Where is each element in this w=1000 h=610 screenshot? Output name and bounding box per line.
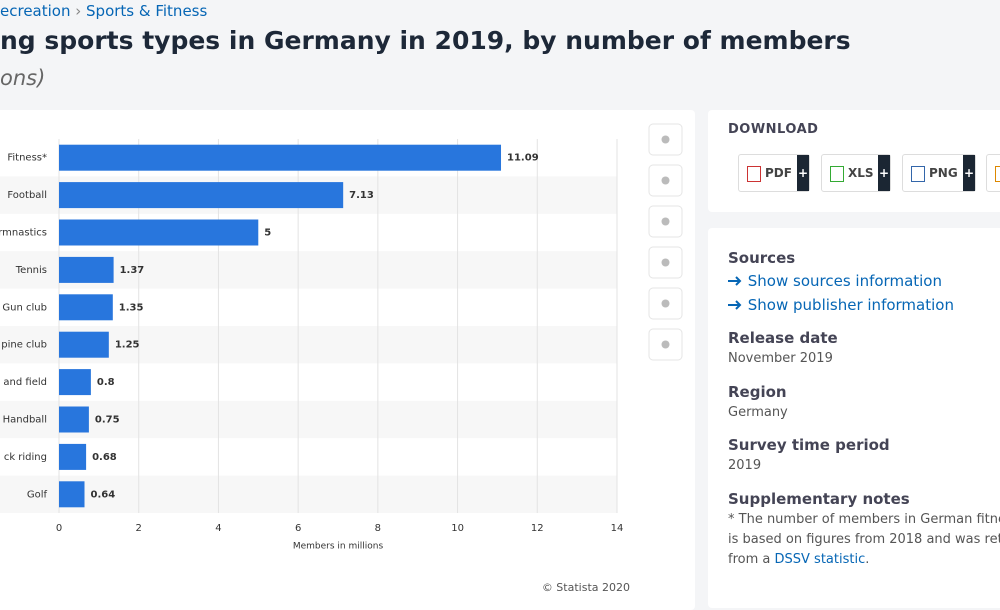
notes-line: * The number of members in German fitnes… — [728, 512, 1000, 527]
details-card: Sources Show sources information Show pu… — [708, 228, 1000, 608]
breadcrumb-current[interactable]: Sports & Fitness — [86, 2, 208, 20]
arrow — [728, 300, 742, 310]
value-label: 1.35 — [119, 302, 144, 313]
value-label: 0.68 — [92, 452, 117, 463]
y-tick-label: Handball — [3, 415, 47, 426]
arrow — [728, 276, 742, 286]
bar — [59, 331, 109, 358]
subtitle: ons) — [0, 66, 46, 90]
value-label: 1.37 — [120, 265, 145, 276]
notes-line: from a DSSV statistic. — [728, 552, 869, 567]
icon — [661, 299, 670, 308]
sources-link[interactable]: Show sources information — [728, 272, 942, 290]
value-label: 1.25 — [115, 340, 140, 351]
y-tick-label: Football — [7, 190, 47, 201]
icon — [747, 166, 761, 182]
bar — [59, 182, 344, 209]
value-label: 5 — [264, 228, 271, 239]
png-button[interactable]: PNG + — [902, 154, 976, 192]
icon — [661, 340, 670, 349]
bar — [59, 481, 85, 508]
region-value: Germany — [728, 405, 788, 420]
bar — [59, 406, 89, 433]
y-tick-label: Golf — [27, 489, 48, 500]
notes-text: . — [865, 552, 870, 567]
credit[interactable]: © Statista 2020 — [542, 581, 630, 594]
link-text: Show sources information — [747, 272, 942, 290]
y-tick-label: Fitness* — [7, 153, 47, 164]
link-text: Show publisher information — [747, 296, 954, 314]
value-label: 7.13 — [349, 190, 374, 201]
value-label: 0.75 — [95, 415, 120, 426]
x-tick-label: 12 — [531, 523, 544, 534]
notes-text: from a — [728, 552, 771, 567]
release-title: Release date — [728, 329, 838, 347]
bar — [59, 443, 87, 470]
bar — [59, 294, 113, 321]
toolbar — [648, 123, 683, 361]
x-tick-label: 8 — [375, 523, 381, 534]
title: ng sports types in Germany in 2019, by n… — [0, 26, 851, 55]
value-label: 0.64 — [91, 489, 116, 500]
y-tick-label: ck riding — [4, 452, 47, 463]
value-label: 0.8 — [97, 377, 115, 388]
release-value: November 2019 — [728, 351, 833, 366]
region-title: Region — [728, 383, 787, 401]
plus: + — [963, 155, 975, 191]
download-title: DOWNLOAD — [728, 122, 819, 137]
y-tick-label: and field — [3, 377, 47, 388]
period-value: 2019 — [728, 458, 762, 473]
x-tick-label: 4 — [215, 523, 221, 534]
notes-link[interactable]: DSSV statistic — [774, 552, 866, 567]
x-tick-label: 0 — [56, 523, 62, 534]
sources-title: Sources — [728, 249, 796, 267]
y-tick-label: Tennis — [15, 265, 47, 276]
row-band — [0, 475, 617, 513]
bar — [59, 256, 114, 283]
notes-title: Supplementary notes — [728, 490, 910, 508]
download-card: DOWNLOAD PDF + XLS + PNG + — [708, 110, 1000, 212]
icon — [661, 135, 670, 144]
y-tick-label: pine club — [1, 340, 47, 351]
bar — [59, 144, 502, 171]
more-button[interactable] — [986, 154, 1000, 192]
icon — [661, 176, 670, 185]
icon — [995, 166, 1000, 182]
publisher-link[interactable]: Show publisher information — [728, 296, 954, 314]
icon — [830, 166, 844, 182]
notes-line: is based on figures from 2018 and was re… — [728, 532, 1000, 547]
bar — [59, 369, 91, 396]
button-label: XLS — [848, 166, 874, 180]
period-title: Survey time period — [728, 436, 890, 454]
xls-button[interactable]: XLS + — [821, 154, 891, 192]
x-tick-label: 10 — [451, 523, 464, 534]
button-label: PDF — [765, 166, 792, 180]
y-tick-label: Gun club — [2, 302, 47, 313]
value-label: 11.09 — [507, 153, 539, 164]
x-tick-label: 14 — [611, 523, 624, 534]
breadcrumb: ecreation › Sports & Fitness — [0, 2, 207, 20]
button-label: PNG — [929, 166, 958, 180]
breadcrumb-parent[interactable]: ecreation — [0, 2, 71, 20]
separator: › — [75, 2, 82, 20]
icon — [661, 258, 670, 267]
y-tick-label: rmnastics — [0, 228, 47, 239]
x-axis-label: Members in millions — [293, 542, 384, 552]
plot: 0 2 4 6 8 10 12 14 Fitness* 11.09 Football 7.13 rmna… — [0, 139, 623, 534]
x-tick-label: 2 — [136, 523, 142, 534]
plus: + — [797, 155, 809, 191]
pdf-button[interactable]: PDF + — [738, 154, 810, 192]
icon — [911, 166, 925, 182]
plus: + — [878, 155, 890, 191]
icon — [661, 217, 670, 226]
bar — [59, 219, 259, 246]
x-tick-label: 6 — [295, 523, 301, 534]
row-band — [0, 400, 617, 439]
